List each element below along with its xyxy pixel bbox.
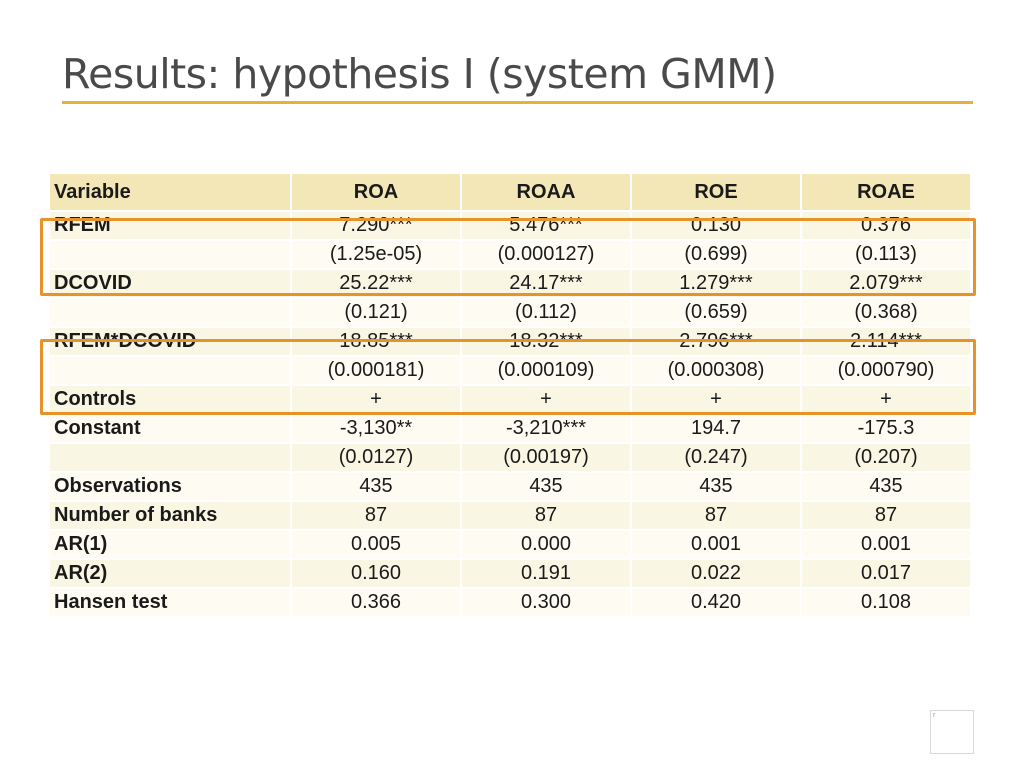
header-cell: ROAE xyxy=(802,174,970,210)
table-cell: (0.247) xyxy=(632,444,800,471)
table-cell: 435 xyxy=(462,473,630,500)
table-row: (1.25e-05) (0.000127) (0.699) (0.113) xyxy=(50,241,970,268)
row-label: AR(1) xyxy=(50,531,290,558)
table-cell: 435 xyxy=(632,473,800,500)
slide-number-box: r xyxy=(930,710,974,754)
row-label xyxy=(50,357,290,384)
table-cell: + xyxy=(802,386,970,413)
table-cell: + xyxy=(462,386,630,413)
table-cell: 87 xyxy=(292,502,460,529)
table-cell: -3,130** xyxy=(292,415,460,442)
header-cell: Variable xyxy=(50,174,290,210)
table-row: Constant -3,130** -3,210*** 194.7 -175.3 xyxy=(50,415,970,442)
slide-page-mark: r xyxy=(933,712,936,719)
table-cell: 7.290*** xyxy=(292,212,460,239)
table-cell: (0.207) xyxy=(802,444,970,471)
table-row: (0.0127) (0.00197) (0.247) (0.207) xyxy=(50,444,970,471)
table-cell: + xyxy=(632,386,800,413)
row-label: Number of banks xyxy=(50,502,290,529)
table-row: Controls + + + + xyxy=(50,386,970,413)
table-cell: 0.108 xyxy=(802,589,970,616)
table-header-row: Variable ROA ROAA ROE ROAE xyxy=(50,174,970,210)
table-cell: 194.7 xyxy=(632,415,800,442)
table-cell: 1.279*** xyxy=(632,270,800,297)
table-row: Number of banks 87 87 87 87 xyxy=(50,502,970,529)
slide-title: Results: hypothesis I (system GMM) xyxy=(62,50,777,98)
table-cell: 0.005 xyxy=(292,531,460,558)
table-cell: -3,210*** xyxy=(462,415,630,442)
table-cell: (0.699) xyxy=(632,241,800,268)
table-cell: 25.22*** xyxy=(292,270,460,297)
table-cell: 2.114*** xyxy=(802,328,970,355)
table-cell: 2.796*** xyxy=(632,328,800,355)
table-cell: 18.85*** xyxy=(292,328,460,355)
row-label: Observations xyxy=(50,473,290,500)
table-cell: 5.476*** xyxy=(462,212,630,239)
table-cell: + xyxy=(292,386,460,413)
table-cell: (0.368) xyxy=(802,299,970,326)
table-row: RFEM*DCOVID 18.85*** 18.32*** 2.796*** 2.114… xyxy=(50,328,970,355)
table-row: Hansen test 0.366 0.300 0.420 0.108 xyxy=(50,589,970,616)
table-row: AR(1) 0.005 0.000 0.001 0.001 xyxy=(50,531,970,558)
table-row: DCOVID 25.22*** 24.17*** 1.279*** 2.079*** xyxy=(50,270,970,297)
row-label: RFEM xyxy=(50,212,290,239)
row-label: Hansen test xyxy=(50,589,290,616)
table-cell: (0.0127) xyxy=(292,444,460,471)
title-underline xyxy=(62,101,973,104)
header-cell: ROA xyxy=(292,174,460,210)
header-cell: ROE xyxy=(632,174,800,210)
table-cell: 0.022 xyxy=(632,560,800,587)
table-cell: 87 xyxy=(632,502,800,529)
table-cell: (0.121) xyxy=(292,299,460,326)
table-cell: (0.00197) xyxy=(462,444,630,471)
table-cell: 87 xyxy=(802,502,970,529)
row-label: Constant xyxy=(50,415,290,442)
table-cell: (0.113) xyxy=(802,241,970,268)
row-label: DCOVID xyxy=(50,270,290,297)
row-label xyxy=(50,299,290,326)
table-row: AR(2) 0.160 0.191 0.022 0.017 xyxy=(50,560,970,587)
table-cell: 0.376 xyxy=(802,212,970,239)
table-cell: (0.659) xyxy=(632,299,800,326)
table-row: (0.121) (0.112) (0.659) (0.368) xyxy=(50,299,970,326)
table-cell: 0.017 xyxy=(802,560,970,587)
results-table: Variable ROA ROAA ROE ROAE RFEM 7.290*** 5… xyxy=(48,172,972,618)
table-row: Observations 435 435 435 435 xyxy=(50,473,970,500)
table-cell: 18.32*** xyxy=(462,328,630,355)
table-cell: (1.25e-05) xyxy=(292,241,460,268)
table-cell: (0.000181) xyxy=(292,357,460,384)
table-cell: 435 xyxy=(802,473,970,500)
table-cell: 0.191 xyxy=(462,560,630,587)
table-cell: 0.130 xyxy=(632,212,800,239)
table-cell: 0.160 xyxy=(292,560,460,587)
table-cell: 24.17*** xyxy=(462,270,630,297)
row-label: AR(2) xyxy=(50,560,290,587)
table-row: RFEM 7.290*** 5.476*** 0.130 0.376 xyxy=(50,212,970,239)
table-cell: (0.112) xyxy=(462,299,630,326)
table-cell: 0.366 xyxy=(292,589,460,616)
table-cell: (0.000308) xyxy=(632,357,800,384)
table-cell: (0.000127) xyxy=(462,241,630,268)
table-cell: (0.000790) xyxy=(802,357,970,384)
table-body: RFEM 7.290*** 5.476*** 0.130 0.376 (1.25e-05)… xyxy=(50,212,970,616)
table-cell: -175.3 xyxy=(802,415,970,442)
table-cell: 0.000 xyxy=(462,531,630,558)
row-label xyxy=(50,241,290,268)
row-label: RFEM*DCOVID xyxy=(50,328,290,355)
table-cell: (0.000109) xyxy=(462,357,630,384)
table-cell: 0.001 xyxy=(632,531,800,558)
table-cell: 2.079*** xyxy=(802,270,970,297)
table-cell: 0.300 xyxy=(462,589,630,616)
table-cell: 0.420 xyxy=(632,589,800,616)
header-cell: ROAA xyxy=(462,174,630,210)
row-label: Controls xyxy=(50,386,290,413)
table-cell: 87 xyxy=(462,502,630,529)
table-cell: 435 xyxy=(292,473,460,500)
row-label xyxy=(50,444,290,471)
table-row: (0.000181) (0.000109) (0.000308) (0.000790) xyxy=(50,357,970,384)
table-cell: 0.001 xyxy=(802,531,970,558)
